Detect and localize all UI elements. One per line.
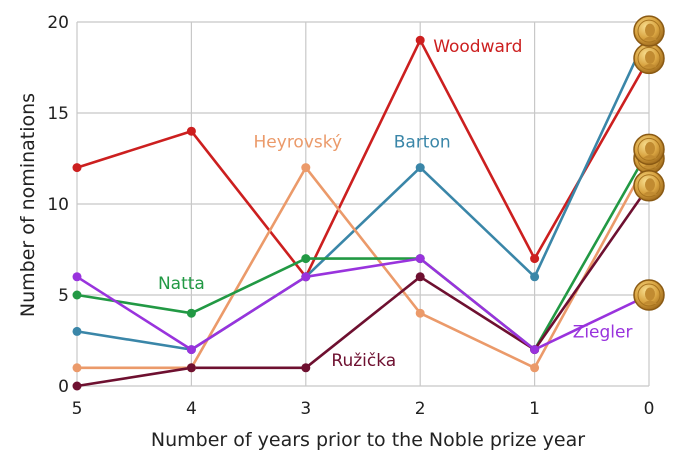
data-point-heyrovsk- [72, 363, 82, 373]
series-label-natta: Natta [158, 274, 205, 294]
x-tick-label: 0 [644, 399, 655, 419]
data-point-ziegler [72, 272, 82, 282]
data-point-ziegler [186, 345, 196, 355]
x-tick-label: 3 [300, 399, 311, 419]
nobel-medal-icon [633, 279, 665, 311]
series-label-ziegler: Ziegler [573, 323, 633, 343]
data-point-natta [72, 290, 82, 300]
data-point-woodward [530, 254, 540, 264]
series-labels: Woodward Barton Heyrovský Natta Ružička Ziegl… [158, 37, 633, 371]
data-point-barton [72, 326, 82, 336]
data-point-ziegler [530, 345, 540, 355]
data-point-woodward [186, 126, 196, 136]
data-point-woodward [415, 35, 425, 45]
series-line-barton [76, 30, 651, 351]
x-tick-label: 2 [415, 399, 426, 419]
y-tick-label: 0 [58, 377, 69, 397]
y-tick-label: 20 [47, 13, 69, 33]
y-tick-label: 15 [47, 104, 69, 124]
data-point-ru-i-ka [186, 363, 196, 373]
y-tick-labels: 0 5 10 15 20 [47, 13, 69, 397]
data-point-ru-i-ka [415, 272, 425, 282]
grid-lines [76, 21, 650, 387]
x-tick-label: 4 [186, 399, 197, 419]
medals [633, 15, 665, 311]
data-point-heyrovsk- [301, 163, 311, 173]
data-point-natta [301, 254, 311, 264]
y-tick-label: 10 [47, 195, 69, 215]
series-line-woodward [76, 38, 651, 279]
x-tick-labels: 5 4 3 2 1 0 [72, 399, 655, 419]
data-point-ziegler [301, 272, 311, 282]
series-label-woodward: Woodward [433, 37, 522, 57]
x-axis-title: Number of years prior to the Noble prize… [151, 429, 585, 451]
data-point-barton [415, 163, 425, 173]
nobel-medal-icon [633, 42, 665, 75]
data-point-ziegler [415, 254, 425, 264]
data-point-woodward [72, 163, 82, 173]
data-point-ru-i-ka [301, 363, 311, 373]
series-points [72, 35, 540, 391]
x-tick-label: 5 [72, 399, 83, 419]
data-point-natta [186, 308, 196, 318]
data-point-heyrovsk- [530, 363, 540, 373]
series-line-heyrovsk- [77, 157, 651, 370]
series-line-ziegler [76, 257, 650, 351]
y-tick-label: 5 [58, 286, 69, 306]
nobel-medal-icon [633, 170, 665, 202]
data-point-ru-i-ka [72, 381, 82, 391]
series-line-ru-i-ka [76, 185, 651, 388]
x-tick-label: 1 [529, 399, 540, 419]
data-point-heyrovsk- [415, 308, 425, 318]
y-axis-title: Number of nominations [17, 93, 39, 317]
series-label-barton: Barton [394, 133, 451, 153]
nobel-medal-icon [633, 133, 665, 166]
series-line-natta [76, 148, 651, 351]
data-point-barton [530, 272, 540, 282]
series-lines [76, 30, 651, 388]
series-label-ru-i-ka: Ružička [331, 351, 396, 371]
series-label-heyrovsk-: Heyrovský [254, 133, 343, 153]
nobel-medal-icon [633, 15, 665, 47]
